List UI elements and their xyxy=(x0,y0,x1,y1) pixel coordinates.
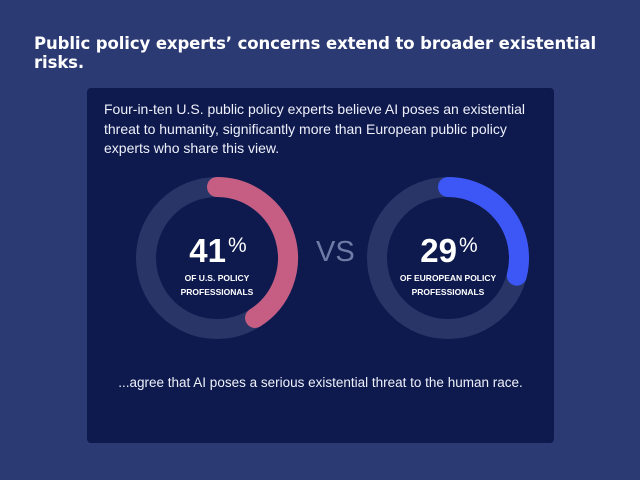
eu-caption-line-1: OF EUROPEAN POLICY xyxy=(400,273,497,283)
stat-card: Four-in-ten U.S. public policy experts b… xyxy=(87,88,554,443)
eu-caption-line-2: PROFESSIONALS xyxy=(412,287,485,297)
us-caption-line-1: OF U.S. POLICY xyxy=(185,273,250,283)
eu-donut: 29 % OF EUROPEAN POLICY PROFESSIONALS xyxy=(367,177,529,339)
intro-text: Four-in-ten U.S. public policy experts b… xyxy=(104,101,525,156)
eu-donut-arc xyxy=(438,177,529,286)
eu-percentage-unit: % xyxy=(459,234,478,257)
donut-charts: 41 % OF U.S. POLICY PROFESSIONALS 29 % O… xyxy=(136,177,529,339)
vs-label: VS xyxy=(316,236,355,268)
us-percentage-number: 41 xyxy=(189,232,226,269)
us-donut: 41 % OF U.S. POLICY PROFESSIONALS xyxy=(136,177,298,339)
us-caption-line-2: PROFESSIONALS xyxy=(181,287,254,297)
conclusion-text: ...agree that AI poses a serious existen… xyxy=(118,375,523,390)
page-headline: Public policy experts’ concerns extend t… xyxy=(34,34,597,72)
us-percentage-unit: % xyxy=(228,234,247,257)
eu-percentage-number: 29 xyxy=(420,232,457,269)
us-donut-arc xyxy=(207,177,298,328)
